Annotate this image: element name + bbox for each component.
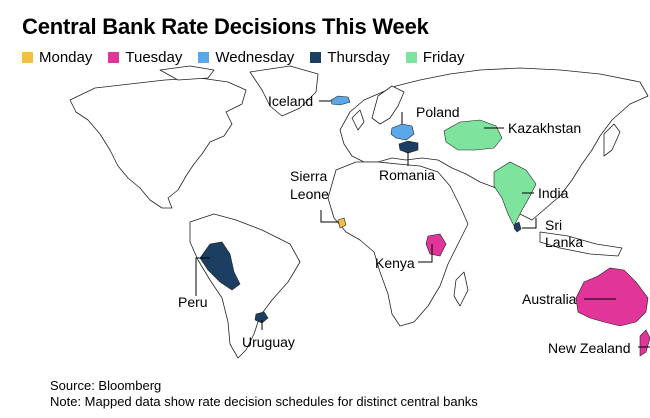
legend-item-tuesday: Tuesday [108, 49, 182, 66]
country-labels: Iceland Poland Kazakhstan Romania Sierra… [178, 93, 631, 356]
page-title: Central Bank Rate Decisions This Week [22, 14, 429, 39]
sierra-leone-label-line1: Sierra [290, 168, 328, 184]
north-america-land [69, 77, 247, 209]
uruguay-label: Uruguay [242, 334, 295, 350]
sierra-leone-label-line2: Leone [290, 186, 329, 202]
legend-swatch-thursday [310, 52, 322, 63]
legend-swatch-monday [22, 52, 33, 63]
legend-item-monday: Monday [22, 49, 92, 66]
kenya-shape [425, 233, 447, 257]
southeast-asia-islands-land [539, 231, 623, 257]
japan-land [603, 123, 621, 157]
kenya-label: Kenya [375, 255, 415, 271]
peru-label: Peru [178, 294, 208, 310]
peru-leader [195, 257, 210, 296]
africa-land [327, 161, 469, 327]
australia-label: Australia [522, 291, 577, 307]
legend: Monday Tuesday Wednesday Thursday Friday [22, 49, 465, 66]
new-zealand-shape [639, 329, 650, 357]
base-land [69, 65, 649, 359]
footer: Source: Bloomberg Note: Mapped data show… [50, 378, 478, 410]
sri-lanka-leader [522, 218, 537, 229]
india-label: India [538, 185, 569, 201]
iceland-shape [330, 95, 351, 106]
legend-label-friday: Friday [422, 49, 465, 66]
uruguay-shape [254, 311, 269, 324]
arctic-islands-land [159, 65, 215, 81]
legend-label-tuesday: Tuesday [125, 49, 183, 66]
romania-label: Romania [379, 167, 435, 183]
legend-item-friday: Friday [405, 49, 465, 66]
kazakhstan-label: Kazakhstan [508, 120, 581, 136]
australia-shape [575, 267, 649, 327]
sri-lanka-label-line1: Sri [545, 217, 562, 233]
legend-item-thursday: Thursday [310, 49, 390, 66]
sri-lanka-shape [513, 221, 522, 233]
legend-swatch-tuesday [108, 52, 120, 63]
poland-label: Poland [416, 104, 460, 120]
legend-label-thursday: Thursday [327, 49, 390, 66]
sierra-leone-shape [337, 217, 347, 229]
kenya-leader [418, 244, 433, 263]
romania-shape [398, 140, 419, 154]
legend-label-wednesday: Wednesday [215, 49, 295, 66]
greenland-land [249, 65, 319, 117]
madagascar-land [453, 271, 469, 307]
legend-item-wednesday: Wednesday [198, 49, 294, 66]
peru-shape [199, 241, 241, 291]
iceland-label: Iceland [268, 93, 313, 109]
legend-label-monday: Monday [39, 49, 93, 66]
highlighted-countries [199, 95, 650, 357]
leader-lines [195, 100, 650, 348]
uk-land [351, 109, 365, 131]
sierra-leone-leader [320, 210, 338, 223]
sri-lanka-label-line2: Lanka [545, 234, 583, 250]
new-zealand-label: New Zealand [548, 340, 631, 356]
legend-swatch-wednesday [198, 52, 210, 63]
poland-shape [390, 123, 415, 141]
data-note: Note: Mapped data show rate decision sch… [50, 394, 478, 409]
source-note: Source: Bloomberg [50, 378, 162, 393]
india-shape [493, 161, 537, 227]
legend-swatch-friday [405, 52, 417, 63]
scandinavia-land [371, 85, 405, 125]
